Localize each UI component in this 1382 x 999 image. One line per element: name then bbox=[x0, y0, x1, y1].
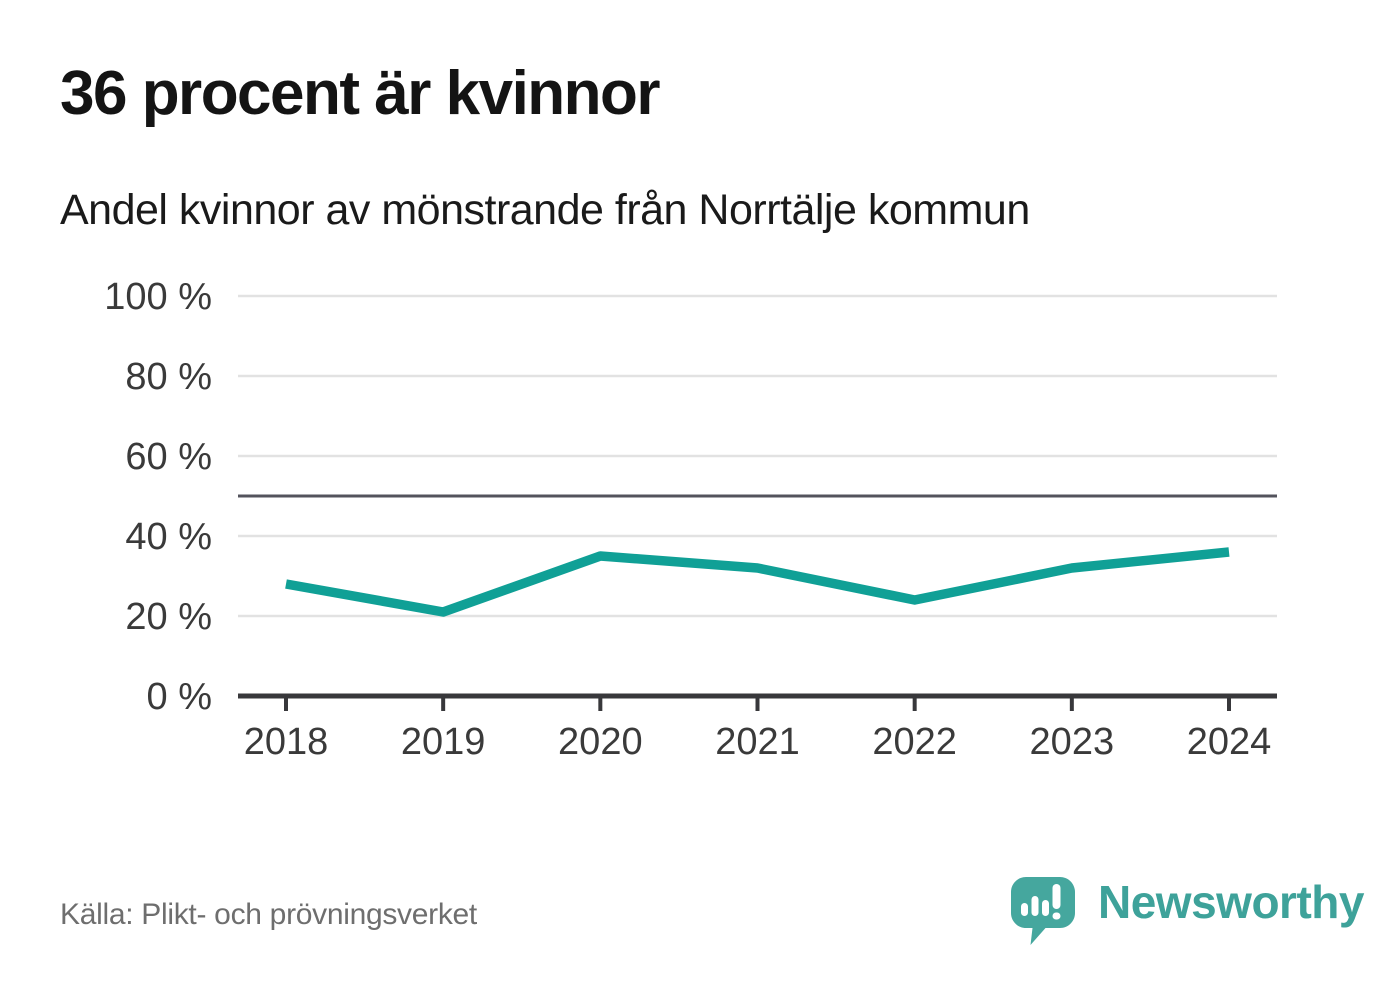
brand-name: Newsworthy bbox=[1098, 876, 1364, 928]
x-axis-label: 2023 bbox=[1030, 721, 1115, 763]
y-axis-label: 0 % bbox=[147, 676, 212, 718]
x-axis-label: 2021 bbox=[715, 721, 800, 763]
y-axis-label: 80 % bbox=[125, 356, 212, 398]
brand: Newsworthy bbox=[1011, 877, 1364, 945]
y-axis-label: 20 % bbox=[125, 596, 212, 638]
chart-title: 36 procent är kvinnor bbox=[60, 59, 661, 128]
y-axis-label: 40 % bbox=[125, 516, 212, 558]
data-line bbox=[285, 547, 1230, 617]
source-caption: Källa: Plikt- och prövningsverket bbox=[60, 898, 477, 931]
x-axis-label: 2018 bbox=[244, 721, 329, 763]
x-axis-label: 2020 bbox=[558, 721, 643, 763]
y-axis-labels: 0 % 20 % 40 % 60 % 80 % 100 % bbox=[104, 276, 212, 718]
newsworthy-logo-icon bbox=[1011, 877, 1075, 945]
x-axis-labels: 2018 2019 2020 2021 2022 2023 2024 bbox=[244, 721, 1272, 763]
y-axis-label: 100 % bbox=[104, 276, 212, 318]
x-axis-label: 2024 bbox=[1187, 721, 1272, 763]
chart-subtitle: Andel kvinnor av mönstrande från Norrtäl… bbox=[60, 186, 1030, 234]
y-axis-label: 60 % bbox=[125, 436, 212, 478]
x-axis-label: 2022 bbox=[872, 721, 957, 763]
gridlines bbox=[238, 294, 1277, 618]
x-axis-ticks bbox=[284, 698, 1231, 711]
x-axis-label: 2019 bbox=[401, 721, 486, 763]
